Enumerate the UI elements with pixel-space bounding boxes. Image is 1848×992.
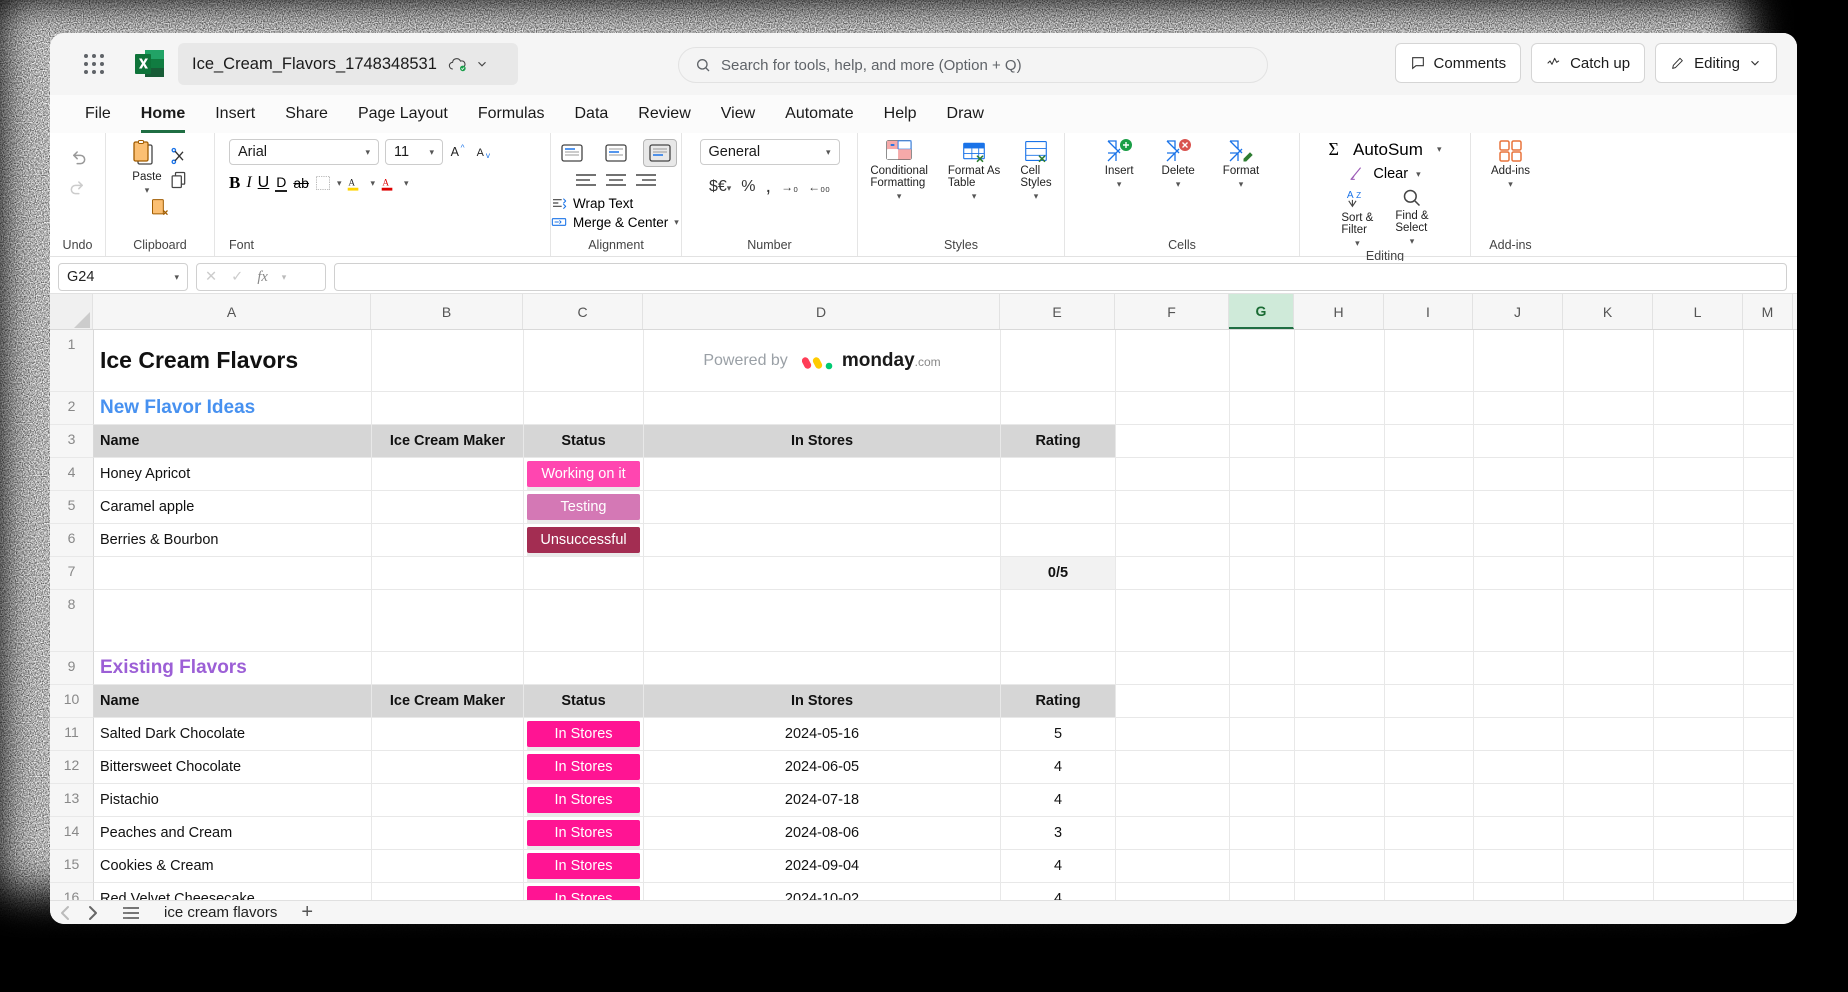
svg-text:A: A [382, 177, 389, 187]
svg-text:A: A [451, 145, 460, 159]
svg-text:Z: Z [1356, 191, 1361, 200]
svg-text:A: A [349, 177, 356, 187]
svg-text:^: ^ [461, 142, 465, 152]
svg-text:A: A [477, 147, 485, 159]
svg-text:A: A [1347, 190, 1354, 201]
svg-text:v: v [486, 150, 491, 160]
